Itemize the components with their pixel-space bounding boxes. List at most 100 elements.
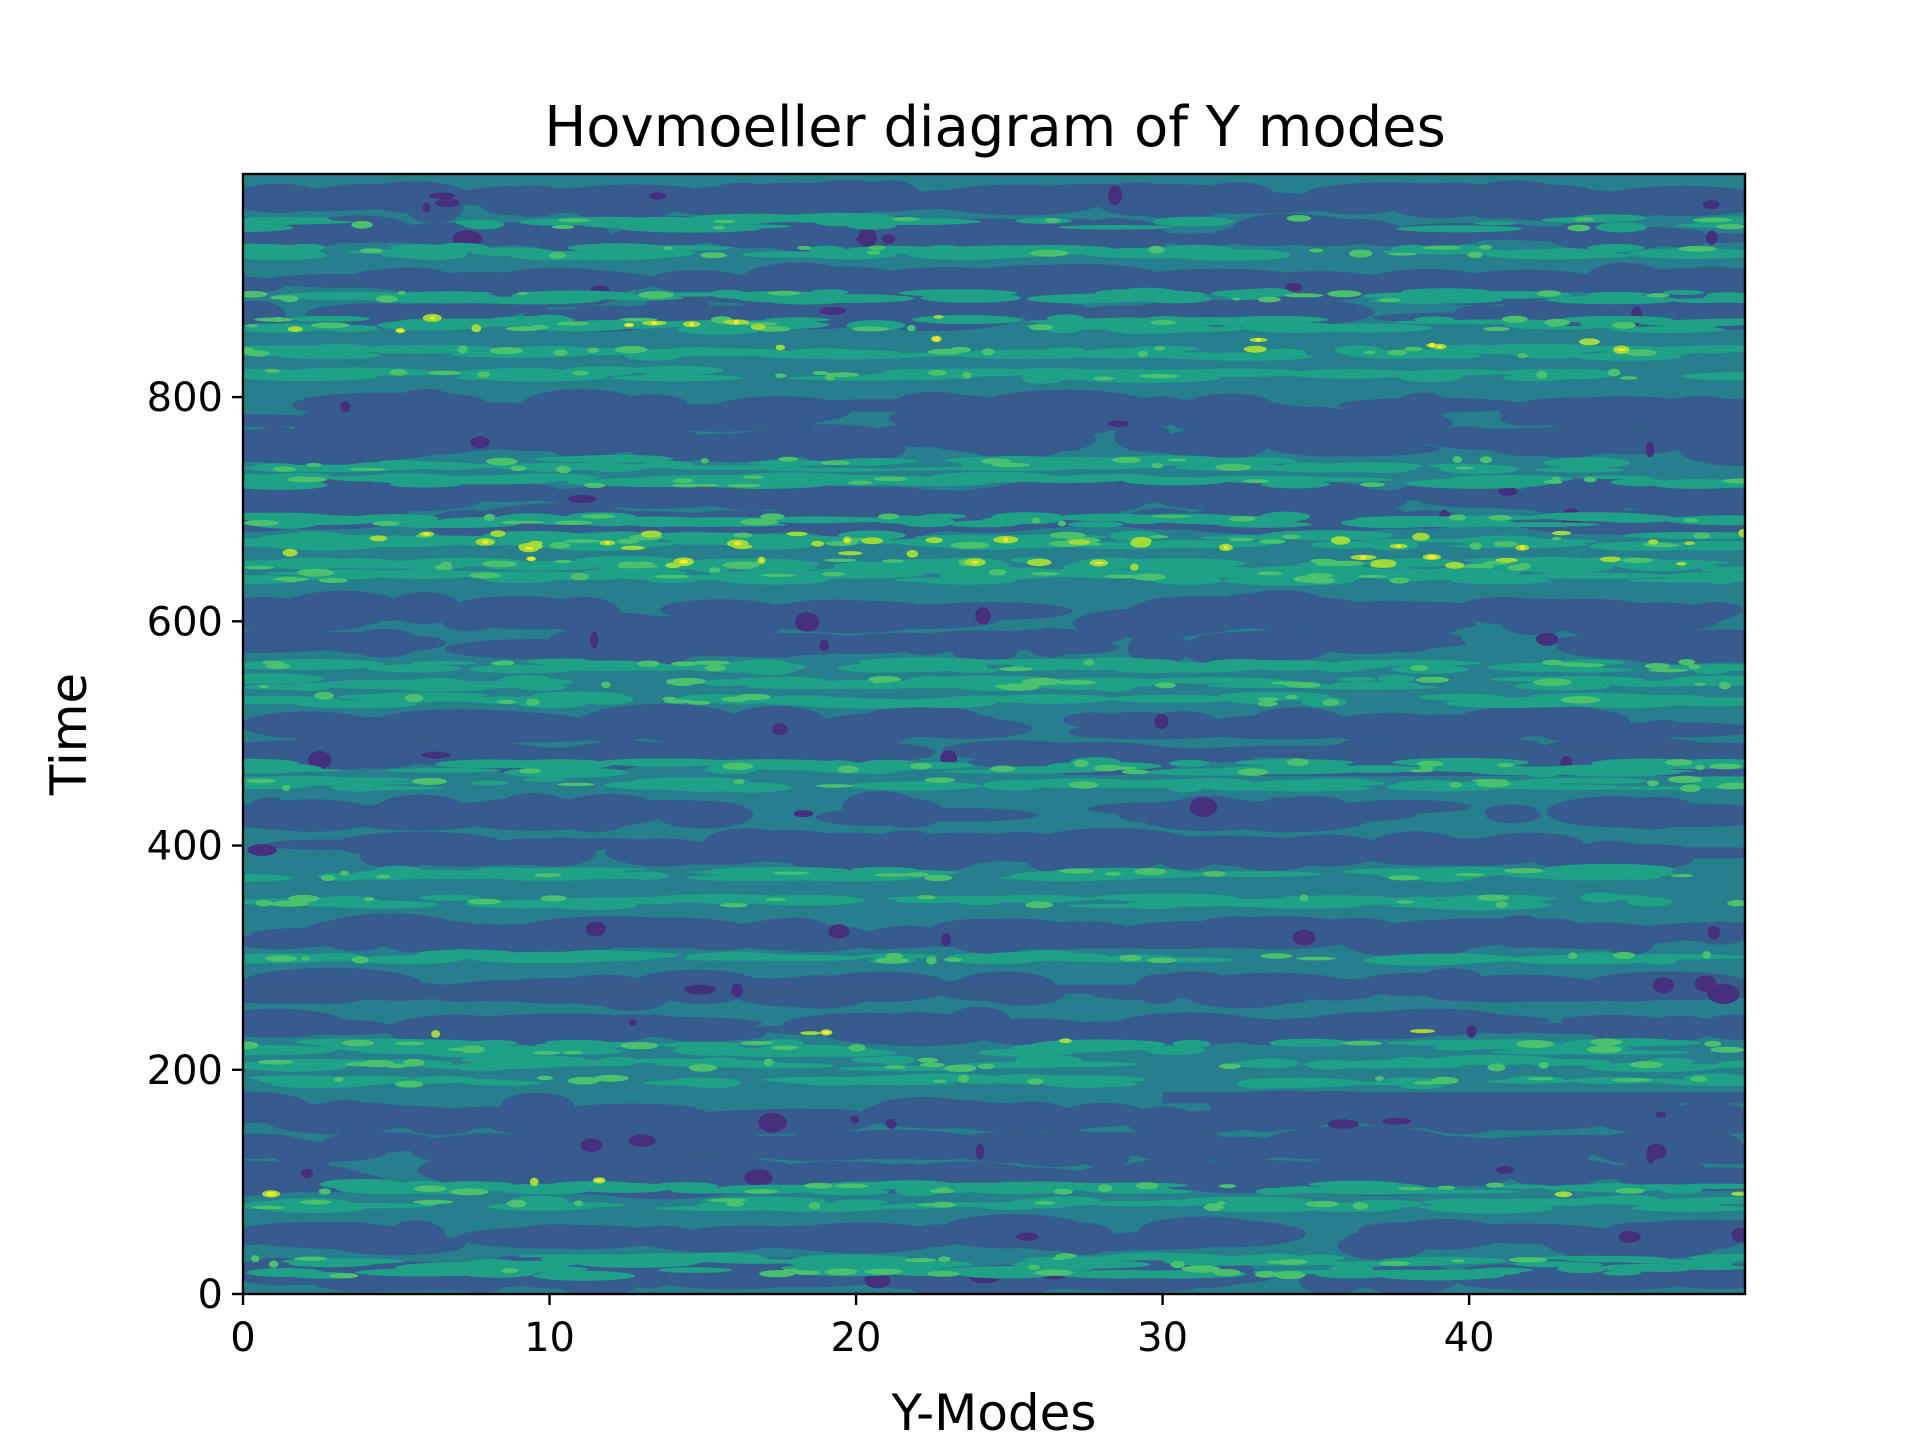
contour-region [476,838,598,860]
contour-region [1221,316,1329,324]
contour-region [1631,1205,1745,1212]
contour-region [1615,1188,1645,1194]
contour-region [776,1077,905,1085]
contour-region [1327,1119,1359,1129]
contour-region [1136,1013,1194,1043]
contour-region [1676,561,1687,566]
contour-region [1044,218,1061,223]
contour-region [998,666,1033,672]
contour-region [1031,517,1041,524]
contour-region [1257,700,1278,707]
contour-region [619,317,658,322]
contour-region [255,899,273,907]
contour-region [243,758,299,767]
contour-region [286,635,340,649]
contour-region [775,373,786,379]
contour-region [1706,292,1745,298]
contour-region [1057,520,1067,527]
contour-region [838,665,963,673]
contour-region [1213,1269,1241,1276]
contour-region [1053,1188,1073,1195]
contour-region [1306,572,1334,578]
contour-region [1431,1076,1459,1085]
contour-region [526,698,540,706]
contour-region [537,1075,554,1081]
contour-region [614,345,648,354]
contour-region [548,252,567,259]
contour-region [243,675,281,683]
contour-region [243,1046,317,1051]
contour-region [1426,554,1437,560]
contour-region [1061,1102,1145,1124]
contour-region [998,1048,1053,1055]
contour-region [378,801,443,815]
contour-region [1454,466,1474,470]
contour-region [243,874,293,882]
contour-region [1155,489,1312,511]
contour-region [1586,1045,1623,1054]
contour-region [679,559,688,564]
contour-region [1114,766,1137,770]
y-axis: 0 200 400 600 800 [147,375,243,1318]
contour-region [1029,324,1054,331]
contour-region [875,1055,915,1065]
contour-region [1243,479,1270,484]
contour-region [633,194,714,205]
contour-region [653,894,786,903]
contour-region [282,548,298,557]
contour-region [1693,665,1730,675]
contour-region [1026,558,1052,567]
contour-region [1450,577,1551,585]
contour-region [1648,230,1711,248]
x-tick-label: 10 [524,1315,575,1361]
contour-region [988,569,1007,576]
contour-region [1062,712,1128,728]
contour-region [391,683,494,692]
contour-region [1509,955,1634,965]
contour-region [866,250,881,255]
contour-region [243,276,286,294]
contour-region [1285,682,1321,688]
contour-region [573,1200,584,1207]
contour-region [1647,1143,1667,1160]
contour-region [819,307,846,315]
contour-region [982,779,1045,791]
contour-region [1064,1081,1139,1088]
contour-region [1467,251,1483,258]
contour-region [973,831,1068,863]
contour-region [1627,847,1745,859]
contour-region [1693,217,1733,223]
contour-region [1508,1257,1548,1263]
contour-region [1671,483,1745,488]
contour-region [1232,297,1241,301]
contour-region [733,532,753,538]
contour-region [1059,868,1095,874]
contour-region [791,399,968,413]
contour-region [739,518,779,526]
contour-region [1452,456,1463,463]
contour-region [1281,462,1335,471]
contour-region [775,344,785,351]
contour-region [243,783,309,789]
contour-region [1274,807,1418,822]
contour-region [533,1270,636,1281]
contour-region [583,482,606,488]
contour-region [264,368,280,373]
contour-region [759,1270,795,1278]
contour-region [501,1268,519,1274]
contour-region [1600,556,1621,563]
contour-region [1154,713,1169,729]
contour-region [1665,759,1693,766]
contour-region [931,1220,1087,1249]
contour-region [292,476,306,481]
contour-region [328,475,446,482]
contour-region [394,1041,425,1046]
contour-region [454,219,492,226]
contour-region [1622,557,1653,564]
contour-region [692,660,731,665]
contour-region [1352,1202,1369,1210]
contour-region [301,1168,314,1179]
contour-region [1612,322,1636,329]
contour-region [839,682,917,690]
contour-region [841,565,879,572]
